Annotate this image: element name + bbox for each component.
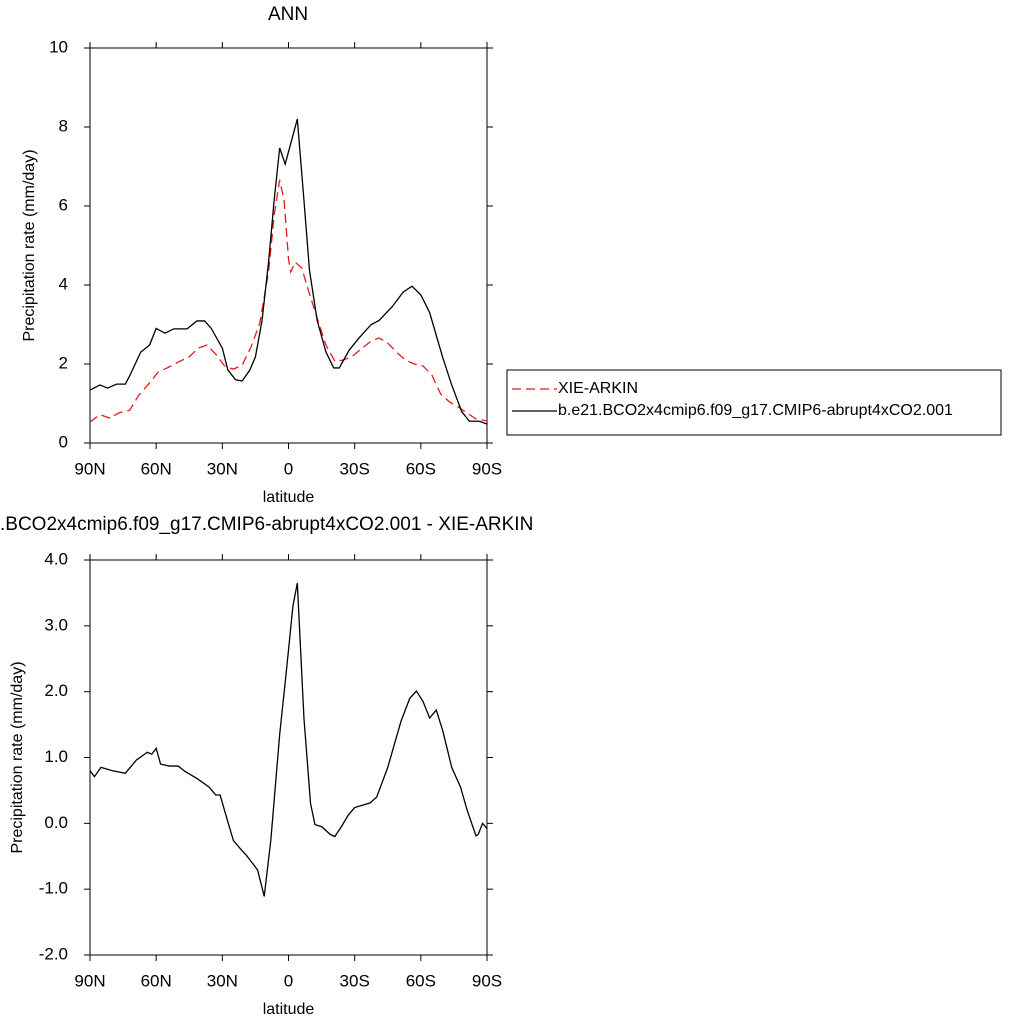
data-line [89,118,488,425]
x-tick-label: 30S [340,971,370,990]
y-tick-label: 0 [59,432,68,451]
x-tick-label: 30N [207,971,238,990]
y-tick-label: 2.0 [44,681,68,700]
chart-title: ANN [268,4,308,25]
y-tick-label: -1.0 [39,879,68,898]
y-tick-label: 10 [49,37,68,56]
x-tick-label: 30N [207,459,238,478]
y-axis-label: Precipitation rate (mm/day) [21,149,38,341]
legend-label: b.e21.BCO2x4cmip6.f09_g17.CMIP6-abrupt4x… [558,402,953,419]
x-tick-label: 60S [406,459,436,478]
x-tick-label: 30S [340,459,370,478]
y-tick-label: 2 [59,353,68,372]
data-line [89,179,488,423]
chart-title: .BCO2x4cmip6.f09_g17.CMIP6-abrupt4xCO2.0… [0,514,533,535]
y-tick-label: 0.0 [44,813,68,832]
data-line [89,582,488,897]
x-tick-label: 90N [74,971,105,990]
x-tick-label: 60S [406,971,436,990]
x-axis-label: latitude [263,1001,315,1018]
y-tick-label: 4 [59,274,68,293]
x-tick-label: 90S [472,459,502,478]
y-tick-label: 4.0 [44,549,68,568]
x-tick-label: 0 [284,971,293,990]
y-axis-label: Precipitation rate (mm/day) [9,661,26,853]
x-tick-label: 60N [141,459,172,478]
x-tick-label: 0 [284,459,293,478]
plot-frame [89,559,488,956]
y-tick-label: 8 [59,116,68,135]
x-axis-label: latitude [263,489,315,506]
x-tick-label: 90N [74,459,105,478]
legend-box [506,369,1002,436]
legend-label: XIE-ARKIN [558,380,638,397]
y-tick-label: 1.0 [44,747,68,766]
x-tick-label: 60N [141,971,172,990]
y-tick-label: -2.0 [39,944,68,963]
x-tick-label: 90S [472,971,502,990]
y-tick-label: 3.0 [44,615,68,634]
y-tick-label: 6 [59,195,68,214]
